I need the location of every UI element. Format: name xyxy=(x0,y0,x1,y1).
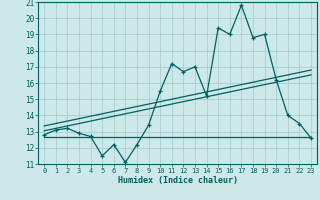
X-axis label: Humidex (Indice chaleur): Humidex (Indice chaleur) xyxy=(118,176,238,185)
